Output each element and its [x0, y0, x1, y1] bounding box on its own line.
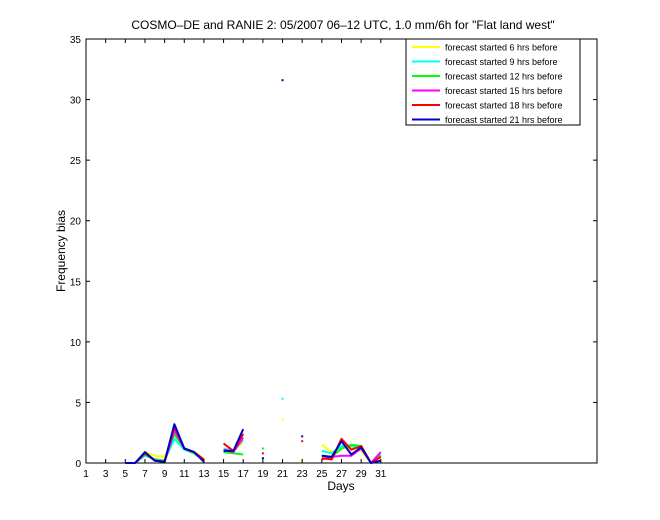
y-axis-label: Frequency bias — [54, 210, 68, 292]
y-tick-label: 30 — [70, 96, 82, 107]
legend-label: forecast started 6 hrs before — [445, 43, 558, 53]
y-tick-label: 25 — [70, 156, 82, 167]
x-tick-label: 13 — [198, 469, 210, 480]
x-tick-label: 3 — [103, 469, 109, 480]
x-tick-label: 15 — [218, 469, 230, 480]
series-line — [223, 428, 245, 452]
x-tick-label: 7 — [142, 469, 148, 480]
legend-label: forecast started 15 hrs before — [445, 86, 563, 96]
x-tick-label: 21 — [277, 469, 289, 480]
x-tick-label: 17 — [238, 469, 250, 480]
series-6 — [125, 79, 382, 464]
x-tick-label: 23 — [297, 469, 309, 480]
legend-label: forecast started 12 hrs before — [445, 72, 563, 82]
legend-label: forecast started 9 hrs before — [445, 57, 558, 67]
x-tick-label: 27 — [336, 469, 348, 480]
y-tick-label: 0 — [75, 459, 81, 470]
chart-title: COSMO–DE and RANIE 2: 05/2007 06–12 UTC,… — [131, 18, 554, 32]
y-tick-label: 10 — [70, 338, 82, 349]
legend-label: forecast started 18 hrs before — [445, 101, 563, 111]
x-tick-label: 31 — [375, 469, 387, 480]
y-axis: 0 5 10 15 20 25 30 35 — [70, 35, 597, 470]
x-tick-label: 1 — [83, 469, 89, 480]
legend-box — [405, 38, 581, 126]
y-tick-label: 5 — [75, 398, 81, 409]
legend: forecast started 6 hrs before forecast st… — [405, 38, 581, 126]
x-tick-label: 29 — [356, 469, 368, 480]
x-tick-label: 11 — [179, 469, 190, 480]
x-tick-label: 19 — [257, 469, 269, 480]
y-tick-label: 15 — [70, 277, 82, 288]
x-tick-label: 9 — [162, 469, 168, 480]
series-line — [321, 440, 382, 464]
x-axis-label: Days — [327, 479, 354, 493]
x-axis: 1 3 5 7 9 11 13 15 17 19 21 23 25 27 29 31 — [83, 39, 387, 480]
y-tick-label: 35 — [70, 35, 82, 46]
x-tick-label: 25 — [316, 469, 328, 480]
series-line — [223, 451, 244, 456]
y-tick-label: 20 — [70, 217, 82, 228]
legend-label: forecast started 21 hrs before — [445, 115, 563, 125]
x-tick-label: 5 — [123, 469, 129, 480]
